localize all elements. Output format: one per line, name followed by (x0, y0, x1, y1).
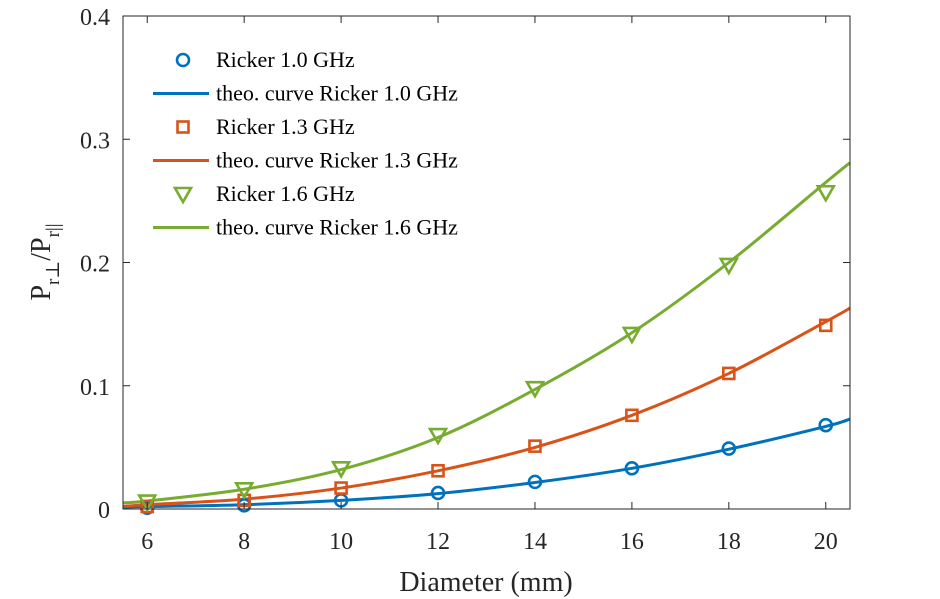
x-tick-label: 20 (814, 529, 838, 555)
x-axis-label: Diameter (mm) (399, 567, 572, 598)
data-point (625, 408, 639, 423)
data-point (621, 326, 643, 345)
y-axis-label: Pr⊥/Pr|| (26, 223, 64, 300)
data-point (818, 417, 834, 433)
x-tick-label: 6 (141, 529, 153, 555)
y-label-sub2: r|| (43, 223, 64, 237)
series-line (122, 161, 851, 505)
y-label-sub1: r⊥ (43, 261, 64, 285)
data-point (334, 481, 348, 495)
x-tick-label: 12 (426, 529, 450, 555)
svg-text:Pr⊥/Pr||: Pr⊥/Pr|| (26, 223, 64, 300)
legend-entry-label: theo. curve Ricker 1.3 GHz (216, 148, 458, 173)
series-layer (122, 161, 851, 516)
legend-entry-label: Ricker 1.3 GHz (216, 114, 355, 139)
tick-layer: 6 8 10 12 14 16 18 20 0 0.1 0.2 0.3 0.4 (80, 5, 850, 555)
data-point (527, 474, 543, 490)
y-tick-label: 0 (98, 498, 110, 524)
y-tick-label: 0.2 (80, 252, 110, 278)
y-tick-label: 0.1 (80, 375, 110, 401)
data-point (233, 481, 255, 500)
legend-marker-swatch (172, 186, 194, 205)
data-point (431, 463, 445, 478)
data-point (528, 439, 542, 453)
data-point (815, 184, 837, 203)
legend-marker-swatch (176, 120, 190, 134)
x-tick-label: 16 (620, 529, 644, 555)
data-point (722, 366, 736, 381)
x-tick-label: 14 (523, 529, 547, 555)
legend-entry-label: theo. curve Ricker 1.0 GHz (216, 81, 458, 106)
x-tick-label: 18 (717, 529, 741, 555)
legend-marker-swatch (175, 52, 191, 68)
data-point (818, 318, 833, 333)
x-tick-label: 8 (238, 529, 250, 555)
series-line (122, 417, 851, 509)
legend-entry-label: theo. curve Ricker 1.6 GHz (216, 215, 458, 240)
y-label-sep: /P (26, 237, 57, 260)
x-tick-label: 10 (329, 529, 353, 555)
data-point (136, 494, 158, 513)
data-point (524, 380, 546, 399)
y-label-main: P (26, 285, 57, 301)
legend: Ricker 1.0 GHz theo. curve Ricker 1.0 GHz… (153, 47, 458, 240)
data-point (721, 441, 737, 456)
legend-entry-label: Ricker 1.0 GHz (216, 47, 355, 72)
series-line (122, 306, 851, 509)
legend-entry-label: Ricker 1.6 GHz (216, 181, 355, 206)
y-tick-label: 0.3 (80, 128, 110, 154)
data-point (624, 461, 640, 476)
data-point (718, 257, 740, 276)
data-point (427, 427, 449, 446)
data-point (330, 461, 352, 479)
y-tick-label: 0.4 (80, 5, 110, 31)
data-point (430, 485, 446, 501)
